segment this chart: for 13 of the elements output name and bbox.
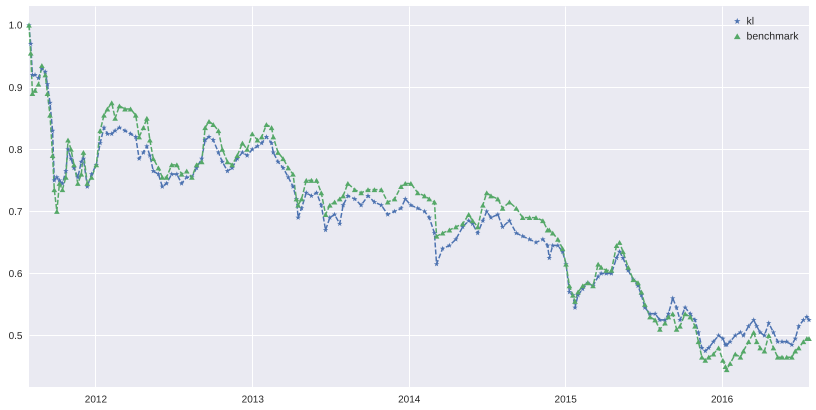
y-tick-label: 0.7 [8,206,23,218]
legend-label: benchmark [746,30,800,42]
x-tick-label: 2014 [398,394,421,406]
y-tick-label: 0.8 [8,144,23,156]
y-tick-label: 0.9 [8,82,23,94]
y-tick-label: 0.5 [8,330,23,342]
legend-label: kl [746,15,754,28]
x-tick-label: 2013 [242,394,264,406]
x-tick-label: 2015 [554,394,578,406]
y-tick-label: 0.6 [8,268,23,280]
y-tick-label: 1.0 [8,20,23,32]
x-tick-label: 2016 [710,394,734,406]
x-tick-label: 2012 [84,394,108,406]
